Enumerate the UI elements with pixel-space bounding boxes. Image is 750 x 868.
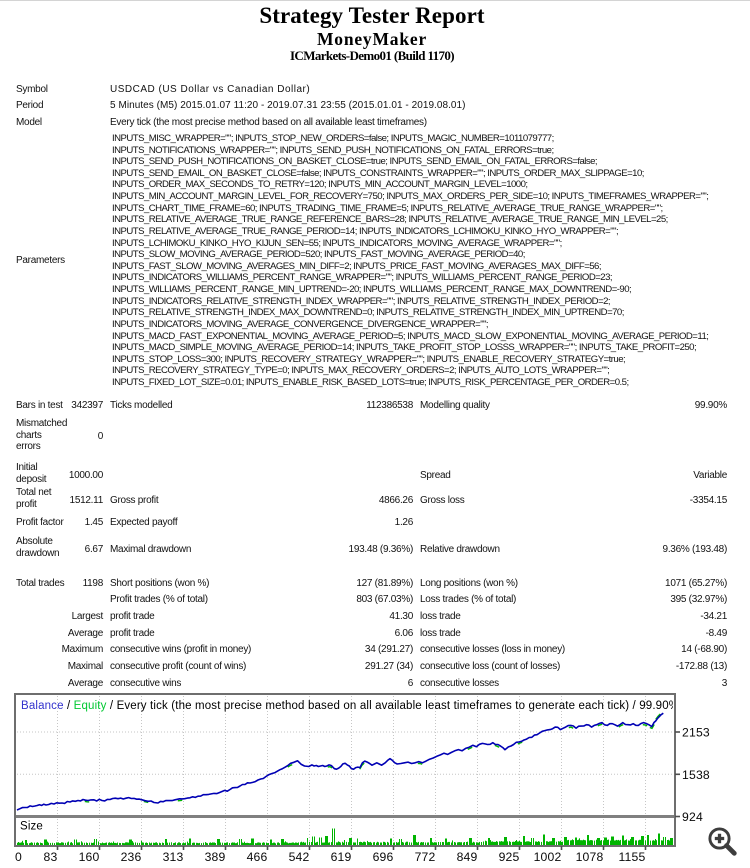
svg-text:2153: 2153 bbox=[682, 726, 710, 740]
svg-text:924: 924 bbox=[682, 810, 703, 824]
svg-text:849: 849 bbox=[457, 850, 478, 864]
svg-text:236: 236 bbox=[121, 850, 142, 864]
svg-text:1538: 1538 bbox=[682, 768, 710, 782]
svg-text:1078: 1078 bbox=[576, 850, 604, 864]
svg-text:1002: 1002 bbox=[534, 850, 562, 864]
svg-text:389: 389 bbox=[205, 850, 226, 864]
svg-text:925: 925 bbox=[499, 850, 520, 864]
svg-text:466: 466 bbox=[247, 850, 268, 864]
svg-text:772: 772 bbox=[415, 850, 436, 864]
svg-text:Size: Size bbox=[20, 821, 43, 833]
svg-text:313: 313 bbox=[163, 850, 184, 864]
svg-text:83: 83 bbox=[44, 850, 58, 864]
svg-text:1155: 1155 bbox=[618, 850, 645, 864]
svg-text:542: 542 bbox=[289, 850, 310, 864]
svg-text:Balance / Equity / Every tick: Balance / Equity / Every tick (the most … bbox=[21, 700, 679, 712]
svg-text:0: 0 bbox=[15, 850, 22, 864]
svg-text:696: 696 bbox=[373, 850, 394, 864]
svg-text:619: 619 bbox=[331, 850, 352, 864]
svg-text:160: 160 bbox=[79, 850, 100, 864]
